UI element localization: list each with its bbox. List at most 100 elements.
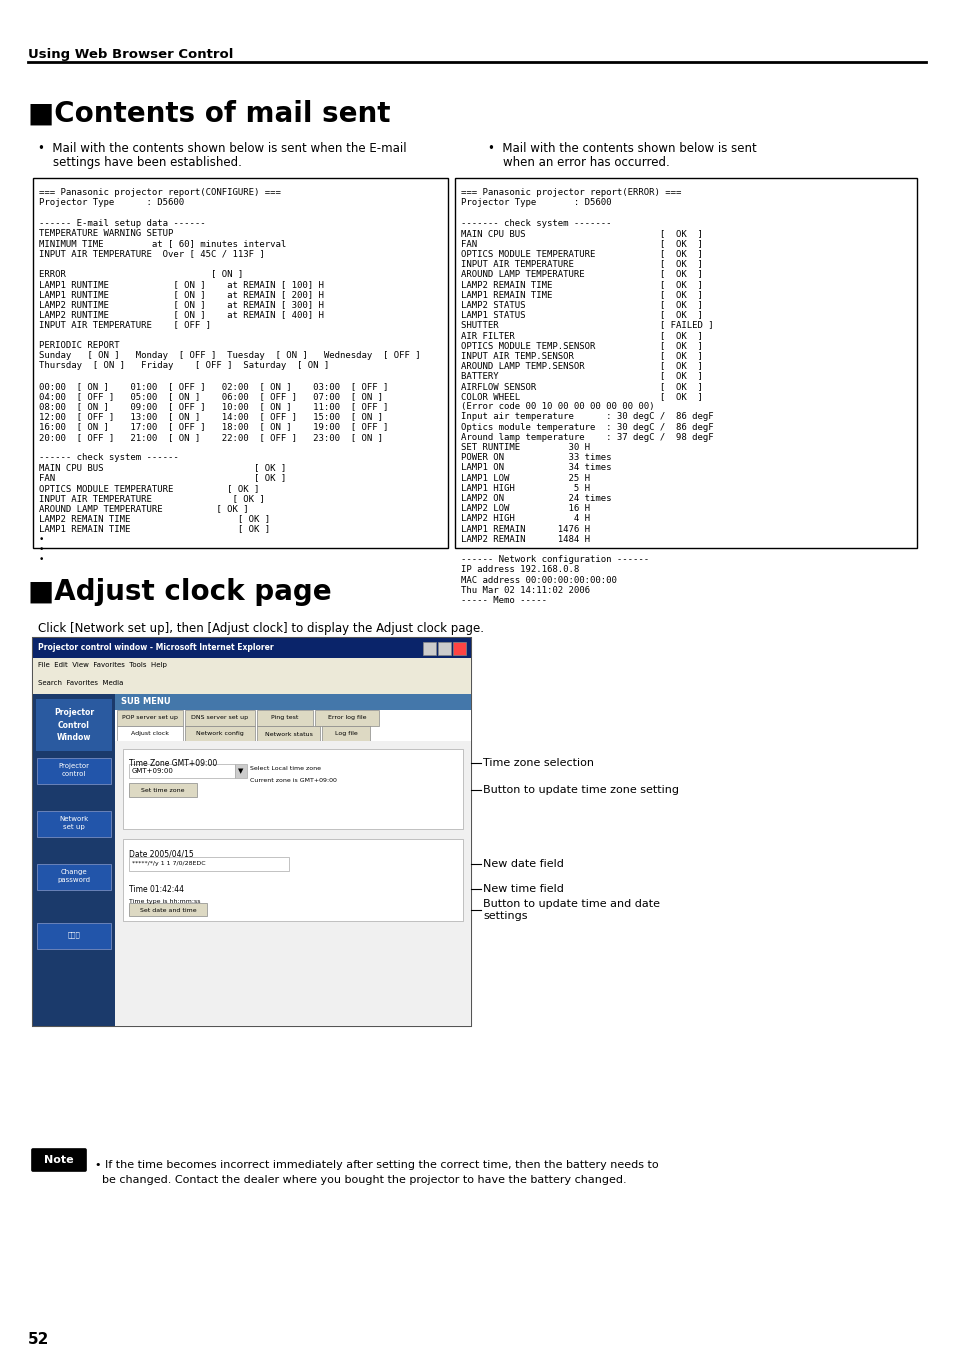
Text: LAMP1 REMAIN      1476 H: LAMP1 REMAIN 1476 H [460, 525, 589, 534]
Text: New date field: New date field [482, 859, 563, 869]
Text: LAMP2 RUNTIME            [ ON ]    at REMAIN [ 400] H: LAMP2 RUNTIME [ ON ] at REMAIN [ 400] H [39, 310, 323, 320]
Text: 08:00  [ ON ]    09:00  [ OFF ]   10:00  [ ON ]    11:00  [ OFF ]: 08:00 [ ON ] 09:00 [ OFF ] 10:00 [ ON ] … [39, 402, 388, 411]
Text: === Panasonic projector report(ERROR) ===: === Panasonic projector report(ERROR) ==… [460, 188, 680, 197]
Text: Time 01:42:44: Time 01:42:44 [129, 885, 184, 893]
Bar [437, 642, 451, 656]
Text: ■Adjust clock page: ■Adjust clock page [28, 577, 332, 606]
Text: FAN                                     [ OK ]: FAN [ OK ] [39, 473, 286, 483]
Text: OPTICS MODULE TEMPERATURE            [  OK  ]: OPTICS MODULE TEMPERATURE [ OK ] [460, 250, 702, 258]
Text: OPTICS MODULE TEMP.SENSOR            [  OK  ]: OPTICS MODULE TEMP.SENSOR [ OK ] [460, 341, 702, 349]
Text: Select Local time zone: Select Local time zone [250, 766, 320, 772]
Text: Error log file: Error log file [328, 715, 366, 720]
Text: LAMP1 RUNTIME            [ ON ]    at REMAIN [ 200] H: LAMP1 RUNTIME [ ON ] at REMAIN [ 200] H [39, 290, 323, 299]
Text: Set time zone: Set time zone [141, 788, 185, 792]
Text: LAMP1 STATUS                         [  OK  ]: LAMP1 STATUS [ OK ] [460, 310, 702, 320]
Text: 20:00  [ OFF ]   21:00  [ ON ]    22:00  [ OFF ]   23:00  [ ON ]: 20:00 [ OFF ] 21:00 [ ON ] 22:00 [ OFF ]… [39, 433, 382, 442]
Bar [117, 726, 183, 741]
Text: INPUT AIR TEMPERATURE  Over [ 45C / 113F ]: INPUT AIR TEMPERATURE Over [ 45C / 113F … [39, 250, 265, 258]
Text: •: • [39, 534, 45, 544]
Text: Thu Mar 02 14:11:02 2006: Thu Mar 02 14:11:02 2006 [460, 585, 589, 595]
Text: • If the time becomes incorrect immediately after setting the correct time, then: • If the time becomes incorrect immediat… [95, 1160, 658, 1184]
Text: LAMP2 ON            24 times: LAMP2 ON 24 times [460, 494, 611, 503]
Text: AROUND LAMP TEMP.SENSOR              [  OK  ]: AROUND LAMP TEMP.SENSOR [ OK ] [460, 362, 702, 371]
Bar [256, 726, 319, 741]
Text: === Panasonic projector report(CONFIGURE) ===: === Panasonic projector report(CONFIGURE… [39, 188, 280, 197]
Text: Using Web Browser Control: Using Web Browser Control [28, 49, 233, 61]
Text: when an error has occurred.: when an error has occurred. [488, 156, 669, 169]
FancyBboxPatch shape [32, 1149, 86, 1171]
Text: AROUND LAMP TEMPERATURE              [  OK  ]: AROUND LAMP TEMPERATURE [ OK ] [460, 270, 702, 279]
Bar [37, 923, 111, 948]
Bar [314, 710, 378, 726]
Bar [37, 811, 111, 836]
Text: MINIMUM TIME         at [ 60] minutes interval: MINIMUM TIME at [ 60] minutes interval [39, 239, 286, 248]
Text: 52: 52 [28, 1331, 50, 1348]
Bar [185, 710, 254, 726]
Text: LAMP2 REMAIN TIME                    [ OK ]: LAMP2 REMAIN TIME [ OK ] [39, 514, 270, 523]
Text: LAMP1 ON            34 times: LAMP1 ON 34 times [460, 464, 611, 472]
Text: Network status: Network status [264, 731, 313, 737]
Text: SUB MENU: SUB MENU [121, 697, 171, 707]
Text: 日本語: 日本語 [68, 932, 80, 939]
Text: ------- check system -------: ------- check system ------- [460, 219, 611, 228]
Text: AIRFLOW SENSOR                       [  OK  ]: AIRFLOW SENSOR [ OK ] [460, 382, 702, 391]
Bar [117, 710, 183, 726]
Bar [129, 857, 289, 871]
Bar [33, 638, 471, 1027]
Text: TEMPERATURE WARNING SETUP: TEMPERATURE WARNING SETUP [39, 229, 173, 237]
Bar [123, 749, 462, 830]
Text: LAMP2 REMAIN      1484 H: LAMP2 REMAIN 1484 H [460, 534, 589, 544]
Bar [453, 642, 465, 656]
Text: FAN                                  [  OK  ]: FAN [ OK ] [460, 239, 702, 248]
Text: LAMP1 RUNTIME            [ ON ]    at REMAIN [ 100] H: LAMP1 RUNTIME [ ON ] at REMAIN [ 100] H [39, 279, 323, 289]
Bar [129, 902, 207, 916]
Text: MAIN CPU BUS                            [ OK ]: MAIN CPU BUS [ OK ] [39, 464, 286, 472]
Text: LAMP1 LOW           25 H: LAMP1 LOW 25 H [460, 473, 589, 483]
Text: Projector control window - Microsoft Internet Explorer: Projector control window - Microsoft Int… [38, 643, 274, 653]
Text: •: • [39, 545, 45, 554]
Text: Input air temperature      : 30 degC /  86 degF: Input air temperature : 30 degC / 86 deg… [460, 413, 713, 421]
Bar [256, 710, 313, 726]
Bar [115, 741, 471, 1027]
Bar [234, 764, 247, 778]
Bar [37, 863, 111, 890]
Bar [115, 693, 471, 710]
Text: LAMP2 LOW           16 H: LAMP2 LOW 16 H [460, 505, 589, 513]
Text: Set date and time: Set date and time [139, 908, 196, 912]
Text: LAMP2 REMAIN TIME                    [  OK  ]: LAMP2 REMAIN TIME [ OK ] [460, 279, 702, 289]
Text: Click [Network set up], then [Adjust clock] to display the Adjust clock page.: Click [Network set up], then [Adjust clo… [38, 622, 483, 635]
Bar [185, 726, 254, 741]
Text: •: • [39, 556, 45, 564]
Bar [33, 638, 471, 658]
Text: INPUT AIR TEMPERATURE    [ OFF ]: INPUT AIR TEMPERATURE [ OFF ] [39, 321, 211, 329]
Text: Time type is hh:mm:ss: Time type is hh:mm:ss [129, 898, 200, 904]
Text: Time Zone GMT+09:00: Time Zone GMT+09:00 [129, 758, 217, 768]
Text: MAIN CPU BUS                         [  OK  ]: MAIN CPU BUS [ OK ] [460, 229, 702, 237]
Text: IP address 192.168.0.8: IP address 192.168.0.8 [460, 565, 578, 575]
Bar [33, 693, 115, 1027]
Bar [33, 658, 471, 672]
Text: •  Mail with the contents shown below is sent: • Mail with the contents shown below is … [488, 142, 756, 155]
Text: AIR FILTER                           [  OK  ]: AIR FILTER [ OK ] [460, 331, 702, 340]
Text: Search  Favorites  Media: Search Favorites Media [38, 680, 123, 687]
Text: ------ E-mail setup data ------: ------ E-mail setup data ------ [39, 219, 206, 228]
Text: Button to update time zone setting: Button to update time zone setting [482, 785, 679, 795]
Text: INPUT AIR TEMPERATURE                [  OK  ]: INPUT AIR TEMPERATURE [ OK ] [460, 259, 702, 268]
Text: DNS server set up: DNS server set up [192, 715, 249, 720]
Text: New time field: New time field [482, 884, 563, 894]
Text: 12:00  [ OFF ]   13:00  [ ON ]    14:00  [ OFF ]   15:00  [ ON ]: 12:00 [ OFF ] 13:00 [ ON ] 14:00 [ OFF ]… [39, 413, 382, 421]
Text: Change
password: Change password [57, 869, 91, 884]
Text: ----- Memo -----: ----- Memo ----- [460, 596, 546, 604]
Text: GMT+09:00: GMT+09:00 [132, 768, 173, 774]
Text: Projector Type      : D5600: Projector Type : D5600 [39, 198, 184, 208]
Text: (Error code 00 10 00 00 00 00 00 00): (Error code 00 10 00 00 00 00 00 00) [460, 402, 654, 411]
Text: Sunday   [ ON ]   Monday  [ OFF ]  Tuesday  [ ON ]   Wednesday  [ OFF ]: Sunday [ ON ] Monday [ OFF ] Tuesday [ O… [39, 351, 420, 360]
Bar [455, 178, 916, 548]
Text: Button to update time and date
settings: Button to update time and date settings [482, 900, 659, 921]
Text: PERIODIC REPORT: PERIODIC REPORT [39, 341, 119, 349]
Text: LAMP2 RUNTIME            [ ON ]    at REMAIN [ 300] H: LAMP2 RUNTIME [ ON ] at REMAIN [ 300] H [39, 301, 323, 309]
Text: ------ check system ------: ------ check system ------ [39, 453, 178, 463]
Text: AROUND LAMP TEMPERATURE          [ OK ]: AROUND LAMP TEMPERATURE [ OK ] [39, 505, 249, 513]
Text: Network
set up: Network set up [59, 816, 89, 830]
Text: Log file: Log file [335, 731, 357, 737]
